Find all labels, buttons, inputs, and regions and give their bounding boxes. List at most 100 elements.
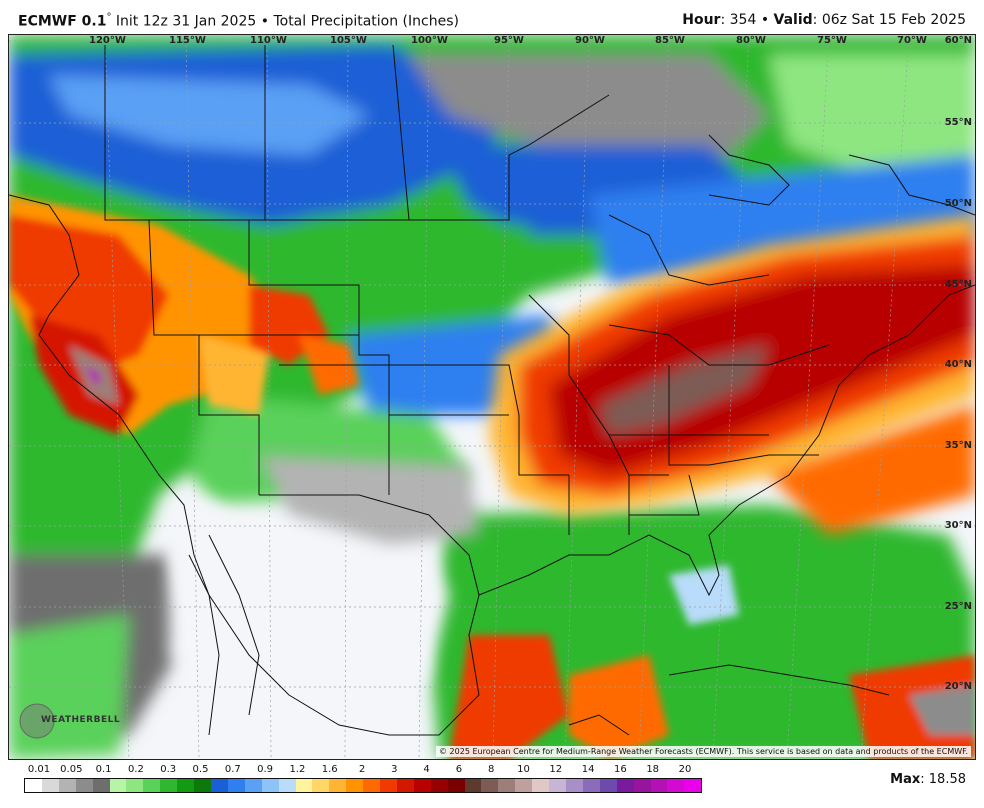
legend-tick-label: 10 — [517, 764, 530, 775]
legend-swatch — [532, 779, 550, 792]
legend-swatch — [447, 779, 465, 792]
dry-region-mexico — [169, 455, 479, 745]
lat-label-35n: 35°N — [944, 440, 972, 451]
legend-tick-label: 3 — [391, 764, 398, 775]
legend-tick-label: 0.9 — [257, 764, 274, 775]
legend-tick-label: 0.3 — [160, 764, 177, 775]
legend-swatch — [430, 779, 448, 792]
copyright-notice: © 2025 European Centre for Medium-Range … — [436, 746, 971, 757]
precipitation-map: 120°W 115°W 110°W 105°W 100°W 95°W 90°W … — [8, 34, 976, 760]
precip-legend: 0.01 0.05 0.1 0.2 0.3 0.5 0.7 0.9 1.2 1.6 2 3 4 6 8 10 1… — [24, 764, 702, 794]
lat-label-20n: 20°N — [944, 681, 972, 692]
legend-swatch — [633, 779, 651, 792]
weatherbell-logo: WEATHERBELL — [19, 701, 120, 741]
legend-swatch — [515, 779, 533, 792]
lon-label-105w: 105°W — [330, 35, 367, 46]
legend-tick-label: 4 — [423, 764, 430, 775]
header: ECMWF 0.1° Init 12z 31 Jan 2025 • Total … — [0, 0, 984, 34]
legend-tick-label: 2 — [358, 764, 366, 775]
lon-label-115w: 115°W — [169, 35, 206, 46]
legend-tick-label: 8 — [488, 764, 495, 775]
legend-swatch — [413, 779, 431, 792]
lon-label-100w: 100°W — [411, 35, 448, 46]
legend-swatch — [25, 779, 42, 792]
legend-swatch — [210, 779, 228, 792]
legend-swatch — [75, 779, 93, 792]
legend-swatch — [92, 779, 110, 792]
legend-swatch — [549, 779, 566, 792]
legend-swatch — [312, 779, 330, 792]
legend-swatch — [396, 779, 414, 792]
legend-swatch — [346, 779, 364, 792]
legend-tick-label: 0.5 — [192, 764, 209, 775]
legend-tick-label: 0.05 — [60, 764, 83, 775]
precip-west-heavy — [9, 195, 359, 435]
init-time: Init 12z 31 Jan 2025 — [115, 13, 257, 30]
legend-tick-label: 0.1 — [95, 764, 112, 775]
lon-label-80w: 80°W — [736, 35, 766, 46]
map-title: ECMWF 0.1° Init 12z 31 Jan 2025 • Total … — [18, 12, 459, 30]
logo-text: WEATHERBELL — [41, 715, 121, 725]
logo-circle-icon — [19, 703, 55, 739]
map-canvas — [9, 35, 975, 759]
degree-sign: ° — [106, 12, 112, 23]
legend-swatch — [616, 779, 634, 792]
legend-swatch — [58, 779, 76, 792]
legend-labels: 0.01 0.05 0.1 0.2 0.3 0.5 0.7 0.9 1.2 1.6 2 3 4 6 8 10 1… — [24, 764, 702, 778]
legend-tick-label: 16 — [614, 764, 627, 775]
legend-swatch — [380, 779, 397, 792]
legend-swatch — [498, 779, 516, 792]
legend-tick-label: 0.2 — [127, 764, 144, 775]
legend-tick-label: 1.6 — [321, 764, 338, 775]
lon-label-85w: 85°W — [655, 35, 685, 46]
legend-swatch — [650, 779, 668, 792]
graticule — [9, 35, 975, 759]
legend-swatch — [227, 779, 245, 792]
lon-label-110w: 110°W — [250, 35, 287, 46]
legend-tick-label: 18 — [646, 764, 660, 775]
lat-label-55n: 55°N — [944, 117, 972, 128]
legend-swatch — [109, 779, 127, 792]
lon-label-70w: 70°W — [897, 35, 927, 46]
legend-swatch — [599, 779, 617, 792]
precip-gulf — [449, 565, 975, 759]
legend-swatch — [143, 779, 161, 792]
max-value: Max: 18.58 — [890, 772, 966, 787]
product-name: Total Precipitation (Inches) — [273, 13, 459, 30]
legend-tick-label: 20 — [678, 764, 692, 775]
valid-bullet: • — [760, 12, 770, 28]
lat-label-30n: 30°N — [944, 520, 972, 531]
lon-label-90w: 90°W — [575, 35, 605, 46]
lat-label-60n: 60°N — [944, 35, 972, 46]
valid-label: Valid — [773, 12, 813, 28]
legend-swatch — [126, 779, 144, 792]
lat-label-40n: 40°N — [944, 359, 972, 370]
forecast-time: Hour: 354 • Valid: 06z Sat 15 Feb 2025 — [682, 12, 966, 28]
legend-swatch — [464, 779, 482, 792]
legend-tick-label: 12 — [549, 764, 563, 775]
legend-tick-label: 0.01 — [27, 764, 51, 775]
legend-swatch — [363, 779, 381, 792]
valid-value: : 06z Sat 15 Feb 2025 — [812, 12, 966, 28]
legend-swatch — [244, 779, 262, 792]
legend-tick-label: 14 — [581, 764, 595, 775]
lon-label-120w: 120°W — [89, 35, 126, 46]
lat-label-25n: 25°N — [944, 601, 972, 612]
legend-swatch — [667, 779, 685, 792]
legend-swatch — [261, 779, 279, 792]
hour-label: Hour — [682, 12, 721, 28]
legend-swatch — [278, 779, 296, 792]
model-name: ECMWF 0.1 — [18, 13, 107, 30]
legend-swatch — [41, 779, 59, 792]
legend-swatch — [684, 779, 702, 792]
legend-tick-label: 6 — [455, 764, 463, 775]
legend-swatch — [481, 779, 499, 792]
legend-tick-label: 1.2 — [289, 764, 306, 775]
legend-swatch — [160, 779, 178, 792]
political-borders — [9, 44, 975, 736]
legend-swatch — [329, 779, 347, 792]
legend-swatch — [194, 779, 211, 792]
title-bullet: • — [260, 13, 269, 30]
legend-tick-label: 0.7 — [224, 764, 241, 775]
lon-label-95w: 95°W — [494, 35, 524, 46]
